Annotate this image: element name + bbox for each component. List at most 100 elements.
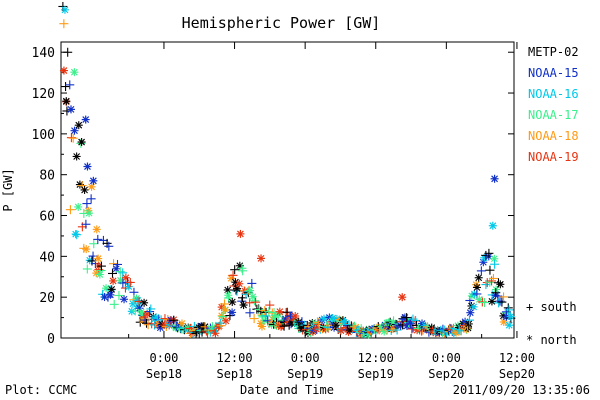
north-point: [107, 285, 116, 294]
marker-legend-item: + south: [526, 300, 577, 314]
north-point: [140, 298, 149, 307]
north-point: [246, 286, 255, 295]
south-point: [104, 241, 114, 251]
south-point: [59, 19, 69, 29]
south-point: [477, 297, 487, 307]
north-point: [474, 273, 483, 282]
south-point: [499, 292, 509, 302]
north-point: [59, 66, 68, 75]
north-point: [71, 230, 80, 239]
north-point: [466, 308, 475, 317]
north-point: [74, 202, 83, 211]
south-point: [479, 298, 489, 308]
south-point: [251, 297, 261, 307]
south-point: [72, 230, 82, 240]
south-point: [406, 318, 416, 328]
north-point: [112, 264, 121, 273]
south-point: [96, 261, 106, 271]
north-point: [228, 308, 237, 317]
south-point: [254, 304, 264, 314]
north-point: [224, 291, 233, 300]
chart-title: Hemispheric Power [GW]: [182, 14, 381, 32]
south-point: [125, 277, 135, 287]
south-point: [65, 80, 75, 90]
y-tick-label: 20: [39, 291, 55, 306]
x-axis-label: Date and Time: [240, 383, 334, 397]
north-point: [257, 254, 266, 263]
south-point: [118, 268, 128, 278]
south-point: [109, 299, 119, 309]
x-tick-time-label: 0:00: [150, 351, 179, 365]
north-point: [275, 307, 284, 316]
north-point: [221, 316, 230, 325]
x-tick-date-label: Sep20: [428, 367, 464, 381]
north-point: [81, 115, 90, 124]
y-tick-label: 0: [47, 332, 55, 347]
legend-item: NOAA-18: [528, 129, 579, 143]
south-point: [411, 315, 421, 325]
x-axis: 0:00 Sep18 12:00 Sep18 0:00 Sep19 12:00 Sep19 0:…: [128, 42, 535, 381]
south-point: [249, 314, 259, 324]
y-tick-label: 60: [39, 210, 55, 225]
south-point: [476, 266, 486, 276]
north-point: [505, 321, 514, 330]
data-points: [58, 1, 516, 339]
south-point: [146, 304, 156, 314]
north-point: [62, 97, 71, 106]
south-point: [245, 308, 255, 318]
south-point: [490, 259, 500, 269]
north-point: [506, 312, 515, 321]
south-point: [464, 315, 474, 325]
x-tick-date-label: Sep19: [287, 367, 323, 381]
south-point: [115, 267, 125, 277]
north-point: [82, 245, 91, 254]
south-point: [260, 306, 270, 316]
south-point: [113, 259, 123, 269]
legend-item: NOAA-16: [528, 87, 579, 101]
north-point: [95, 270, 104, 279]
south-point: [504, 305, 514, 315]
north-point: [124, 282, 133, 291]
north-point: [102, 284, 111, 293]
north-point: [83, 162, 92, 171]
south-point: [142, 318, 152, 328]
south-point: [488, 273, 498, 283]
y-axis: 0 20 40 60 80 100 120 140: [32, 46, 514, 347]
south-point: [82, 199, 92, 209]
north-point: [67, 105, 76, 114]
south-point: [454, 325, 464, 335]
north-point: [488, 221, 497, 230]
y-axis-label: P [GW]: [1, 168, 15, 211]
footer-timestamp: 2011/09/20 13:35:06: [453, 383, 590, 397]
marker-legend: + south * north: [526, 300, 577, 347]
north-point: [74, 121, 83, 130]
y-tick-label: 100: [32, 128, 55, 143]
south-point: [245, 298, 255, 308]
south-point: [89, 239, 99, 249]
south-point: [81, 219, 91, 229]
south-point: [61, 82, 71, 92]
north-point: [85, 209, 94, 218]
north-point: [487, 297, 496, 306]
south-point: [169, 315, 179, 325]
north-point: [80, 185, 89, 194]
south-point: [86, 194, 96, 204]
south-point: [66, 133, 76, 143]
y-tick-label: 140: [32, 46, 55, 61]
south-point: [493, 291, 503, 301]
legend-item: NOAA-19: [528, 150, 579, 164]
y-tick-label: 120: [32, 87, 55, 102]
x-tick-time-label: 12:00: [499, 351, 535, 365]
north-point: [106, 290, 115, 299]
north-point: [336, 326, 345, 335]
south-point: [230, 265, 240, 275]
south-point: [220, 299, 230, 309]
x-tick-time-label: 0:00: [291, 351, 320, 365]
south-point: [63, 47, 73, 57]
north-point: [92, 225, 101, 234]
x-tick-time-label: 0:00: [432, 351, 461, 365]
north-point: [77, 138, 86, 147]
footer-source: Plot: CCMC: [5, 383, 77, 397]
south-point: [481, 280, 491, 290]
legend-item: NOAA-17: [528, 108, 579, 122]
